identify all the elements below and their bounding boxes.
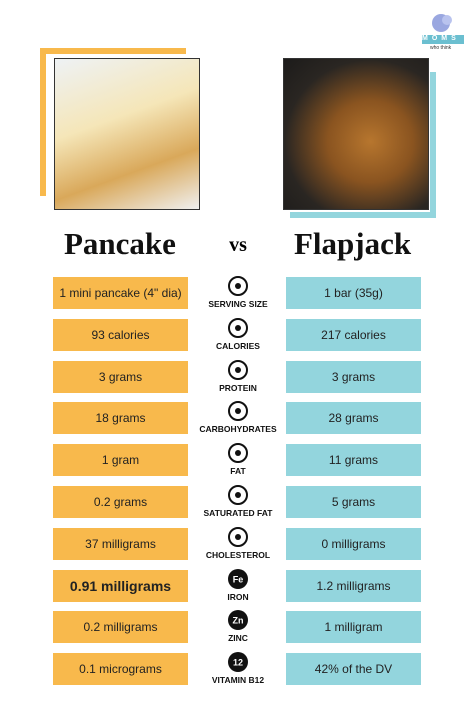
left-value: 1 gram [53,444,188,477]
nutrient-icon [228,443,248,464]
nutrient-label: SATURATED FAT [203,508,273,518]
nutrient-label: PROTEIN [219,382,257,393]
nutrient-label: FAT [230,466,246,477]
nutrient-icon [228,276,248,296]
nutrient-label: IRON [227,591,249,602]
frame-bar [290,212,436,218]
right-value: 1 bar (35g) [286,277,421,309]
left-value: 18 grams [53,402,188,435]
left-value: 3 grams [53,360,188,393]
nutrient-label: CHOLESTEROL [205,549,271,560]
nutrient-label: CALORIES [216,340,260,351]
icon-text: Fe [233,574,244,584]
logo-letters: MOMS [422,35,460,42]
left-value: 0.1 micrograms [53,653,188,686]
left-value: 0.2 milligrams [53,611,188,644]
nutrient-icon [228,359,248,380]
nutrient-icon: Fe [228,568,248,589]
icon-text: 12 [233,658,243,668]
frame-bar [430,72,436,218]
left-value: 0.91 milligrams [53,569,188,602]
left-value: 0.2 grams [53,486,188,518]
left-value: 1 mini pancake (4" dia) [53,277,188,309]
flapjack-photo [283,58,429,210]
nutrient-icon [228,317,248,338]
left-title: Pancake [64,226,176,261]
frame-bar [40,48,186,54]
nutrient-icon [228,485,248,505]
frame-bar [40,48,46,196]
right-value: 217 calories [286,318,421,351]
left-value: 37 milligrams [53,527,188,560]
nutrient-label: VITAMIN B12 [211,675,265,686]
nutrient-label: CARBOHYDRATES [199,424,277,435]
nutrient-label: SERVING SIZE [208,299,268,309]
right-value: 3 grams [286,360,421,393]
nutrient-icon: 12 [228,652,248,673]
nutrient-icon: Zn [228,610,248,631]
logo-tagline: who think [430,45,452,51]
right-value: 1.2 milligrams [286,569,421,602]
right-value: 28 grams [286,402,421,435]
right-title: Flapjack [294,226,412,261]
right-value: 5 grams [286,486,421,518]
logo-art [422,14,464,44]
nutrient-icon [228,526,248,547]
icon-text: Zn [233,616,244,626]
left-value: 93 calories [53,318,188,351]
right-value: 1 milligram [286,611,421,644]
vs-text: vs [229,234,247,256]
right-value: 42% of the DV [286,653,421,686]
nutrient-icon [228,401,248,422]
nutrient-label: ZINC [228,633,248,644]
right-value: 11 grams [286,444,421,477]
pancake-photo [54,58,200,210]
right-value: 0 milligrams [286,527,421,560]
